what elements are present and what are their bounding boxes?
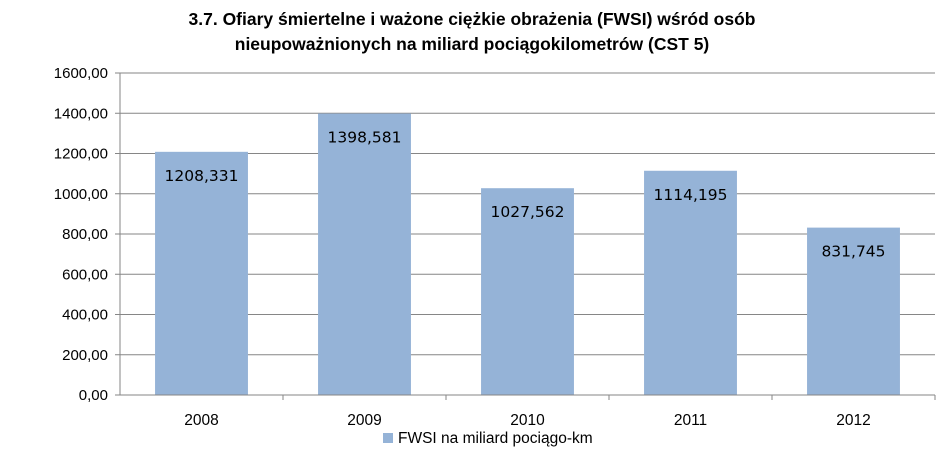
x-tick-label: 2011: [674, 412, 707, 429]
bar: [807, 227, 900, 395]
axes: [115, 72, 935, 396]
legend: FWSI na miliard pociągo-km: [383, 430, 593, 447]
chart-title-line-1: 3.7. Ofiary śmiertelne i ważone ciężkie …: [189, 9, 756, 29]
legend-label: FWSI na miliard pociągo-km: [398, 430, 593, 447]
x-tick-label: 2012: [836, 412, 870, 429]
chart-title-line-2: nieupoważnionych na miliard pociągokilom…: [235, 34, 710, 54]
bar: [155, 151, 248, 395]
x-axis-tick-labels: 2008 2009 2010 2011 2012: [184, 395, 936, 429]
data-labels: 1208,331 1398,581 1027,562 1114,195 831,745: [165, 129, 886, 261]
y-tick-label: 1000,00: [54, 186, 108, 203]
y-tick-label: 400,00: [62, 307, 108, 324]
data-label: 1398,581: [328, 129, 402, 147]
bar: [318, 113, 411, 395]
y-tick-label: 1600,00: [54, 65, 108, 82]
y-tick-label: 800,00: [62, 226, 108, 243]
x-tick-label: 2008: [184, 412, 218, 429]
y-axis-tick-labels: 0,00 200,00 400,00 600,00 800,00 1000,00 1200,…: [54, 65, 108, 404]
y-tick-label: 0,00: [79, 387, 108, 404]
bar-series: [155, 113, 900, 395]
data-label: 831,745: [821, 243, 885, 261]
data-label: 1208,331: [165, 167, 239, 185]
x-tick-label: 2009: [347, 412, 381, 429]
bar: [481, 188, 574, 395]
y-tick-label: 1200,00: [54, 146, 108, 163]
bar: [644, 170, 737, 395]
data-label: 1027,562: [491, 203, 565, 221]
chart-title: 3.7. Ofiary śmiertelne i ważone ciężkie …: [189, 9, 756, 54]
x-tick-label: 2010: [510, 412, 545, 429]
y-tick-label: 1400,00: [54, 105, 108, 122]
data-label: 1114,195: [654, 186, 728, 204]
y-tick-label: 600,00: [62, 266, 108, 283]
y-tick-label: 200,00: [62, 347, 108, 364]
legend-swatch: [383, 433, 393, 443]
